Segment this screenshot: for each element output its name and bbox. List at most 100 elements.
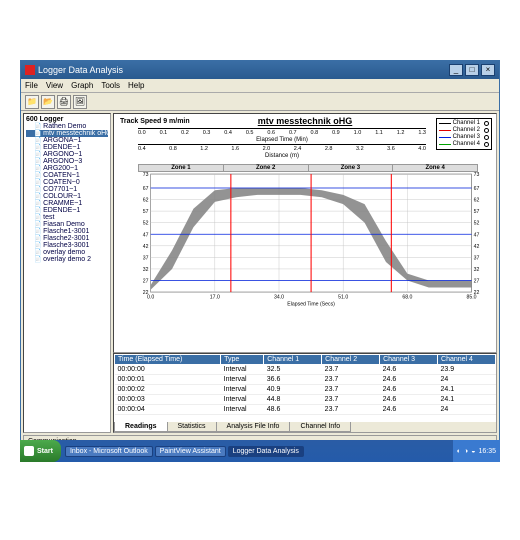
table-tab[interactable]: Readings [114,422,168,432]
table-header[interactable]: Channel 2 [322,355,380,365]
svg-text:37: 37 [143,255,149,261]
svg-text:27: 27 [143,279,149,285]
table-row[interactable]: 00:00:00Interval32.523.724.623.9 [115,365,496,375]
tree-item[interactable]: EDENDE~1 [26,207,108,214]
tree-item[interactable]: ARG200~1 [26,165,108,172]
table-tab[interactable]: Channel Info [289,422,351,432]
tree-item[interactable]: mtv messtechnik oHG [26,130,108,137]
table-row[interactable]: 00:00:03Interval44.823.724.624.1 [115,395,496,405]
svg-text:0.0: 0.0 [147,294,154,300]
tree-item[interactable]: ARGONO~1 [26,151,108,158]
table-row[interactable]: 00:00:02Interval40.923.724.624.1 [115,385,496,395]
table-header[interactable]: Channel 4 [438,355,496,365]
app-window: Logger Data Analysis _ □ × File View Gra… [20,60,500,450]
zone-label: Zone 4 [393,165,477,171]
table-header[interactable]: Channel 1 [264,355,322,365]
maximize-button[interactable]: □ [465,64,479,76]
legend-row: Channel 2 [439,127,489,134]
menu-graph[interactable]: Graph [71,81,93,90]
table-header[interactable]: Type [221,355,264,365]
tray-icon[interactable]: ◐ [457,448,461,455]
svg-text:52: 52 [474,221,480,227]
svg-text:73: 73 [143,172,149,178]
toolbar-button-3[interactable]: 🖨 [57,95,71,109]
start-button[interactable]: Start [20,440,61,462]
svg-text:57: 57 [474,209,480,215]
top-scales: 0.00.10.20.30.40.50.60.70.80.91.01.11.21… [138,128,426,160]
tree-item[interactable]: test [26,214,108,221]
svg-text:57: 57 [143,209,149,215]
table-row[interactable]: 00:00:04Interval48.623.724.624 [115,405,496,415]
track-speed-label: Track Speed 9 m/min [120,118,190,125]
start-icon [24,446,34,456]
tree-item[interactable]: ARGONA~1 [26,137,108,144]
toolbar-button-2[interactable]: 📂 [41,95,55,109]
system-tray[interactable]: ◐ ◑ ◒ 16:35 [453,440,500,462]
chart-title: mtv messtechnik oHG [258,116,353,126]
app-icon [25,65,35,75]
legend-row: Channel 3 [439,134,489,141]
tree-item[interactable]: Flasche1-3001 [26,228,108,235]
menu-tools[interactable]: Tools [101,81,120,90]
svg-text:62: 62 [143,198,149,204]
tree-item[interactable]: COATEN~1 [26,172,108,179]
menu-file[interactable]: File [25,81,38,90]
tree-root[interactable]: 600 Logger [26,116,108,123]
svg-text:27: 27 [474,279,480,285]
tree-item[interactable]: Flasche2-3001 [26,235,108,242]
toolbar-button-4[interactable]: 🖼 [73,95,87,109]
chart-plot: 2222272732323737424247475252575762626767… [132,172,484,307]
svg-text:52: 52 [143,221,149,227]
tree-item[interactable]: COATEN~0 [26,179,108,186]
svg-text:47: 47 [143,232,149,238]
data-table: Time (Elapsed Time)TypeChannel 1Channel … [114,354,496,415]
taskbar-task[interactable]: Logger Data Analysis [228,446,304,457]
menu-help[interactable]: Help [128,81,144,90]
tree-item[interactable]: overlay demo [26,249,108,256]
tree-item[interactable]: CRAMME~1 [26,200,108,207]
svg-text:47: 47 [474,232,480,238]
svg-text:37: 37 [474,255,480,261]
close-button[interactable]: × [481,64,495,76]
tree-item[interactable]: ARGONO~3 [26,158,108,165]
minimize-button[interactable]: _ [449,64,463,76]
svg-text:67: 67 [143,186,149,192]
legend-row: Channel 4 [439,141,489,148]
zone-label: Zone 1 [139,165,224,171]
tree-item[interactable]: CO7701~1 [26,186,108,193]
table-header[interactable]: Channel 3 [380,355,438,365]
table-header[interactable]: Time (Elapsed Time) [115,355,221,365]
tree-item[interactable]: Rathen Demo [26,123,108,130]
file-tree[interactable]: 600 Logger Rathen Demomtv messtechnik oH… [23,113,111,433]
svg-text:42: 42 [143,244,149,250]
chart-legend: Channel 1Channel 2Channel 3Channel 4 [436,118,492,150]
svg-text:17.0: 17.0 [210,294,220,300]
table-tab[interactable]: Statistics [167,422,217,432]
tray-icon[interactable]: ◑ [464,448,468,455]
top-axis2-label: Distance (m) [138,153,426,159]
tree-item[interactable]: Fiasan Demo [26,221,108,228]
tray-clock: 16:35 [478,448,496,455]
tray-icon[interactable]: ◒ [471,448,475,455]
window-title: Logger Data Analysis [38,65,123,75]
legend-row: Channel 1 [439,120,489,127]
taskbar-task[interactable]: Inbox - Microsoft Outlook [65,446,153,457]
table-tab[interactable]: Analysis File Info [216,422,291,432]
zone-label: Zone 3 [309,165,394,171]
table-row[interactable]: 00:00:01Interval36.623.724.624 [115,375,496,385]
taskbar-task[interactable]: PaintView Assistant [155,446,226,457]
titlebar: Logger Data Analysis _ □ × [21,61,499,79]
svg-text:62: 62 [474,198,480,204]
tree-item[interactable]: COLOUR~1 [26,193,108,200]
tree-item[interactable]: EDENDE~1 [26,144,108,151]
toolbar-button-1[interactable]: 📁 [25,95,39,109]
tree-item[interactable]: Flasche3-3001 [26,242,108,249]
zone-label: Zone 2 [224,165,309,171]
svg-text:34.0: 34.0 [274,294,284,300]
menu-view[interactable]: View [46,81,63,90]
data-table-panel: Time (Elapsed Time)TypeChannel 1Channel … [113,353,497,433]
tree-item[interactable]: overlay demo 2 [26,256,108,263]
svg-text:51.0: 51.0 [338,294,348,300]
svg-text:32: 32 [143,267,149,273]
chart-panel: Track Speed 9 m/min mtv messtechnik oHG … [113,113,497,353]
